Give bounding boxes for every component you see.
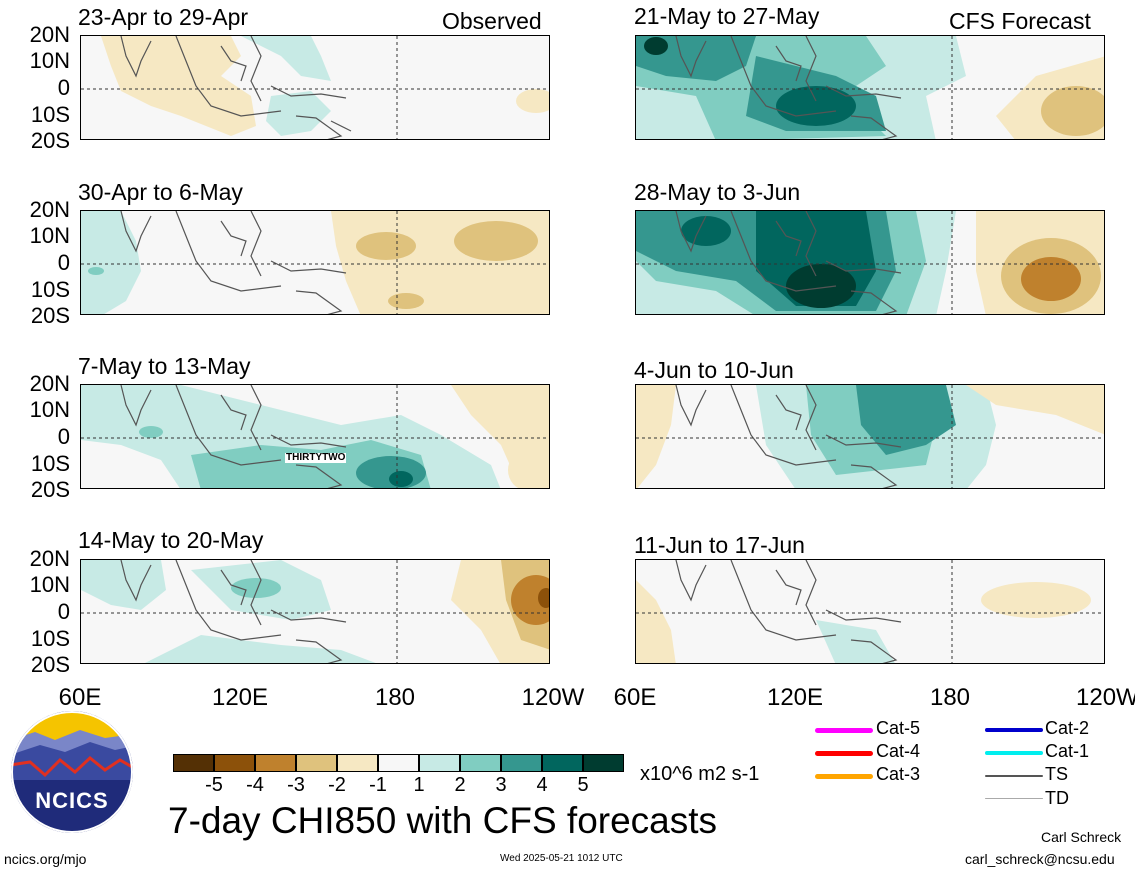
- colorbar-tick: 1: [413, 774, 425, 796]
- storm-label: THIRTYTWO: [285, 452, 347, 463]
- map-panel-obs-2: [80, 210, 550, 315]
- observed-label: Observed: [442, 8, 542, 34]
- lat-20n: 20N: [29, 197, 70, 222]
- lat-10s: 10S: [30, 626, 70, 651]
- colorbar-tick: -1: [369, 774, 387, 796]
- legend-label-cat2: Cat-2: [1045, 718, 1090, 738]
- lon-60e: 60E: [58, 684, 102, 711]
- panel-title-3: 7-May to 13-May: [78, 353, 251, 379]
- footer-timestamp: Wed 2025-05-21 1012 UTC: [500, 853, 623, 864]
- logo-text: NCICS: [35, 788, 109, 813]
- lon-120w: 120W: [521, 684, 585, 711]
- legend-line-cat3: [815, 774, 873, 779]
- lat-10n: 10N: [29, 397, 70, 422]
- colorbar-tick: 2: [454, 774, 466, 796]
- forecast-label: CFS Forecast: [949, 8, 1091, 34]
- legend-label-cat5: Cat-5: [876, 718, 921, 738]
- legend-line-ts: [985, 775, 1043, 777]
- panel-title-6: 28-May to 3-Jun: [634, 179, 801, 205]
- panel-title-4: 14-May to 20-May: [78, 527, 264, 553]
- lon-120w: 120W: [1076, 684, 1135, 711]
- legend-line-cat1: [985, 751, 1043, 755]
- lon-120e: 120E: [211, 684, 269, 711]
- panel-title-7: 4-Jun to 10-Jun: [634, 357, 794, 383]
- map-panel-fcst-1: [635, 35, 1105, 140]
- legend-line-cat5: [815, 728, 873, 733]
- colorbar-swatch-9: [501, 754, 542, 772]
- map-panel-fcst-2: [635, 210, 1105, 315]
- lat-10n: 10N: [29, 572, 70, 597]
- legend-label-ts: TS: [1045, 764, 1069, 784]
- legend-line-cat2: [985, 728, 1043, 732]
- footer-email[interactable]: carl_schreck@ncsu.edu: [965, 851, 1115, 867]
- colorbar-swatch-11: [583, 754, 624, 772]
- legend-label-cat3: Cat-3: [876, 764, 921, 784]
- lat-20n: 20N: [29, 546, 70, 571]
- lat-10n: 10N: [29, 48, 70, 73]
- colorbar-swatch-3: [255, 754, 296, 772]
- lat-10n: 10N: [29, 223, 70, 248]
- colorbar-swatch-1: [173, 754, 214, 772]
- lat-20n: 20N: [29, 371, 70, 396]
- map-panel-obs-4: [80, 559, 550, 664]
- lon-180: 180: [929, 684, 971, 711]
- colorbar-tick: -2: [328, 774, 346, 796]
- map-panel-fcst-3: [635, 384, 1105, 489]
- colorbar-swatch-2: [214, 754, 255, 772]
- lat-20s: 20S: [30, 128, 70, 153]
- lon-180: 180: [374, 684, 416, 711]
- legend-label-cat4: Cat-4: [876, 741, 921, 761]
- lat-0: 0: [57, 75, 70, 100]
- colorbar-units: x10^6 m2 s-1: [640, 763, 760, 785]
- legend-label-cat1: Cat-1: [1045, 741, 1090, 761]
- colorbar-swatch-10: [542, 754, 583, 772]
- colorbar-tick: -3: [287, 774, 305, 796]
- map-panel-obs-1: [80, 35, 550, 140]
- legend-line-cat4: [815, 751, 873, 756]
- colorbar-swatch-4: [296, 754, 337, 772]
- figure-title: 7-day CHI850 with CFS forecasts: [168, 800, 718, 841]
- colorbar-tick: -4: [246, 774, 264, 796]
- colorbar-swatch-7: [419, 754, 460, 772]
- lon-60e: 60E: [613, 684, 657, 711]
- lat-0: 0: [57, 599, 70, 624]
- panel-title-5: 21-May to 27-May: [634, 3, 820, 29]
- footer-url[interactable]: ncics.org/mjo: [4, 851, 87, 867]
- lat-10s: 10S: [30, 277, 70, 302]
- lat-0: 0: [57, 250, 70, 275]
- map-panel-obs-3: THIRTYTWO: [80, 384, 550, 489]
- footer-author: Carl Schreck: [1041, 829, 1122, 845]
- panel-title-1: 23-Apr to 29-Apr: [78, 4, 249, 30]
- colorbar-swatch-8: [460, 754, 501, 772]
- lat-10s: 10S: [30, 451, 70, 476]
- panel-title-2: 30-Apr to 6-May: [78, 179, 243, 205]
- lat-20s: 20S: [30, 303, 70, 328]
- colorbar-tick: 3: [495, 774, 507, 796]
- lon-120e: 120E: [766, 684, 824, 711]
- lat-0: 0: [57, 424, 70, 449]
- colorbar-tick: 4: [536, 774, 548, 796]
- lat-20s: 20S: [30, 652, 70, 677]
- legend-label-td: TD: [1045, 788, 1069, 808]
- legend-line-td: [985, 798, 1043, 799]
- lat-20n: 20N: [29, 22, 70, 47]
- colorbar-swatch-6: [378, 754, 419, 772]
- colorbar-swatch-5: [337, 754, 378, 772]
- map-panel-fcst-4: [635, 559, 1105, 664]
- ncics-logo: NCICS: [10, 710, 134, 834]
- lat-10s: 10S: [30, 102, 70, 127]
- panel-title-8: 11-Jun to 17-Jun: [634, 532, 805, 558]
- colorbar-tick: -5: [205, 774, 223, 796]
- lat-20s: 20S: [30, 477, 70, 502]
- colorbar-tick: 5: [577, 774, 589, 796]
